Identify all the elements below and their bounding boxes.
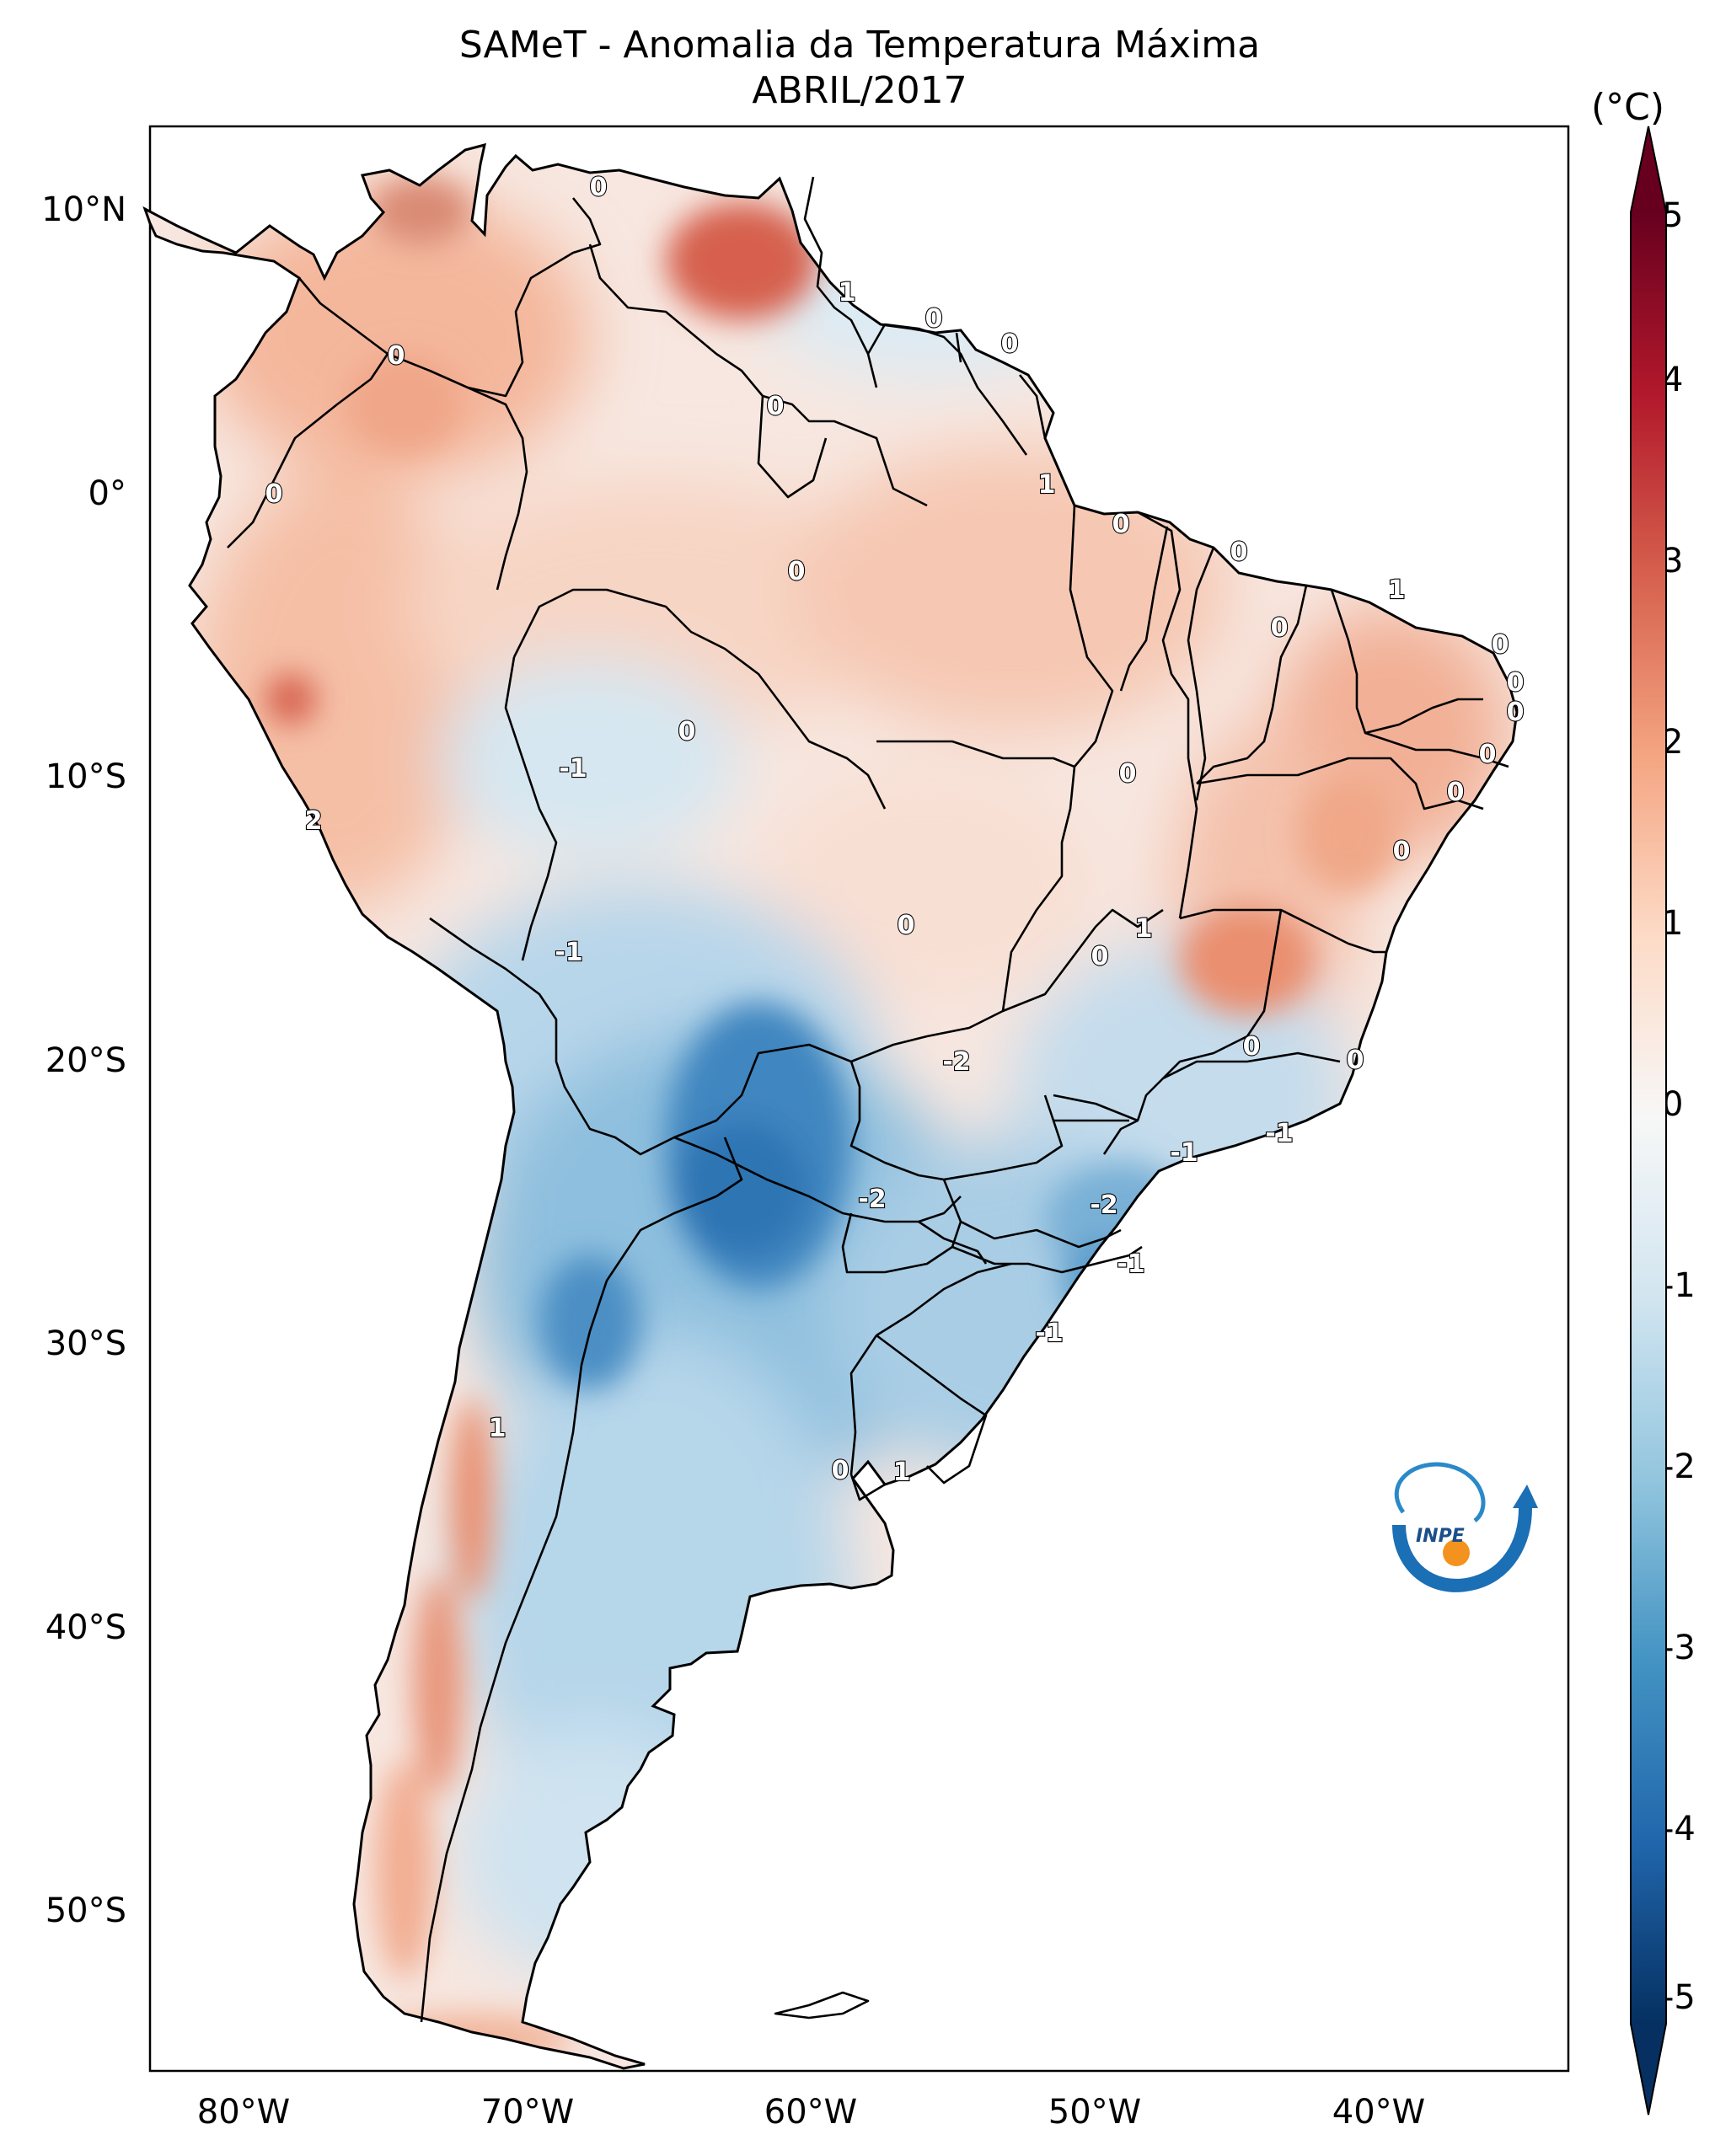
contour-label: 0 [1507, 668, 1525, 698]
lat-tick-label: 50°S [45, 1891, 126, 1930]
contour-label: 0 [898, 911, 915, 940]
contour-label: 0 [1347, 1046, 1364, 1075]
contour-label: 0 [1230, 538, 1248, 567]
contour-label: -1 [559, 754, 587, 784]
colorbar-tick-label: -5 [1662, 1978, 1696, 2017]
contour-label: -1 [1170, 1138, 1198, 1168]
contour-label: -1 [1035, 1319, 1063, 1348]
colorbar [1630, 126, 1667, 2116]
contour-label: -2 [1090, 1190, 1117, 1220]
contour-label: 0 [1112, 510, 1130, 539]
map-title: SAMeT - Anomalia da Temperatura Máxima [458, 24, 1261, 67]
lat-tick-label: 20°S [45, 1041, 126, 1080]
contour-label: 1 [1038, 470, 1056, 500]
contour-label: 0 [1492, 630, 1509, 660]
contour-label: -1 [1117, 1249, 1144, 1279]
contour-label: 0 [1001, 329, 1019, 359]
contour-label: 0 [265, 479, 283, 509]
lon-tick-label: 40°W [1332, 2093, 1426, 2132]
lat-tick-label: 30°S [45, 1324, 126, 1363]
contour-label: 0 [788, 557, 806, 586]
colorbar-tick-label: -1 [1662, 1266, 1696, 1305]
lon-tick-label: 60°W [764, 2093, 858, 2132]
colorbar-unit: (°C) [1591, 86, 1665, 129]
inpe-logo: INPE [1392, 1462, 1538, 1592]
contour-label: 0 [1507, 698, 1525, 727]
contour-label: 1 [1388, 575, 1406, 605]
map-subtitle: ABRIL/2017 [752, 69, 967, 112]
contour-label: 0 [590, 173, 608, 202]
contour-label: 0 [925, 304, 943, 334]
contour-label: 0 [678, 717, 696, 746]
contour-label: 0 [1119, 759, 1137, 789]
contour-label: 0 [1447, 778, 1465, 807]
contour-label: 0 [1271, 613, 1289, 643]
contour-label: 1 [839, 278, 856, 308]
contour-label: 2 [305, 806, 323, 836]
lat-tick-label: 10°N [41, 190, 126, 229]
contour-label: 0 [1091, 942, 1109, 971]
lon-tick-label: 70°W [480, 2093, 575, 2132]
contour-label: 0 [388, 341, 405, 371]
contour-label: 0 [832, 1456, 849, 1485]
contour-label: -2 [858, 1185, 886, 1214]
political-borders [227, 176, 1509, 2023]
contour-label: 0 [1479, 740, 1497, 769]
lat-tick-label: 0° [88, 474, 126, 513]
colorbar-tick-label: -2 [1662, 1447, 1696, 1486]
lat-tick-label: 10°S [45, 757, 126, 796]
inpe-logo-text: INPE [1416, 1526, 1465, 1547]
colorbar-tick-label: -4 [1662, 1810, 1696, 1848]
contour-label: 1 [1135, 914, 1153, 944]
contour-label: -1 [555, 938, 582, 967]
colorbar-tick-label: -3 [1662, 1629, 1696, 1667]
contour-label: 0 [1243, 1032, 1261, 1062]
lat-tick-label: 40°S [45, 1608, 126, 1647]
contour-label: 0 [767, 392, 785, 421]
lon-tick-label: 80°W [196, 2093, 291, 2132]
contour-label: 1 [489, 1414, 506, 1443]
contour-label: -1 [1265, 1119, 1293, 1148]
lon-tick-label: 50°W [1048, 2093, 1142, 2132]
contour-label: 1 [893, 1458, 911, 1487]
contour-label: 0 [1393, 837, 1411, 866]
contour-label: -2 [942, 1047, 970, 1077]
